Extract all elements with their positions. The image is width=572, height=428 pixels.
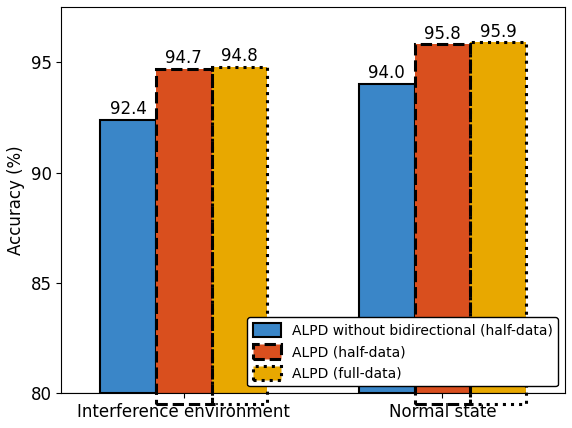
Text: 95.8: 95.8	[424, 25, 461, 43]
Bar	[470, 42, 526, 404]
Bar	[415, 45, 470, 404]
Y-axis label: Accuracy (%): Accuracy (%)	[7, 146, 25, 255]
Bar	[212, 67, 267, 393]
Text: 92.4: 92.4	[110, 100, 146, 118]
Legend: ALPD without bidirectional (half-data), ALPD (half-data), ALPD (full-data): ALPD without bidirectional (half-data), …	[247, 317, 558, 386]
Bar	[156, 69, 212, 393]
Bar	[470, 42, 526, 393]
Text: 95.9: 95.9	[480, 23, 517, 41]
Text: 94.0: 94.0	[368, 65, 405, 83]
Bar	[359, 84, 415, 393]
Bar	[415, 45, 470, 393]
Text: 94.7: 94.7	[165, 49, 202, 67]
Bar	[100, 119, 156, 393]
Bar	[212, 67, 267, 404]
Text: 94.8: 94.8	[221, 47, 258, 65]
Bar	[156, 69, 212, 404]
